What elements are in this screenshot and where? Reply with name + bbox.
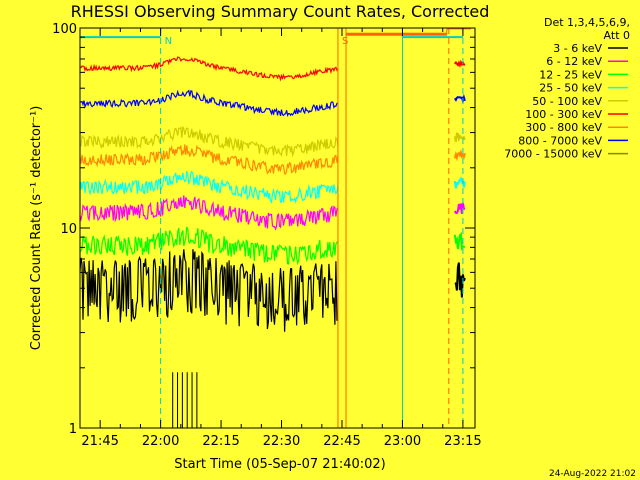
x-tick-label: 23:00 [384, 434, 421, 449]
series-line [79, 195, 339, 231]
legend-label: 6 - 12 keV [546, 55, 602, 68]
legend-label: 100 - 300 keV [525, 108, 602, 121]
series-line [79, 226, 339, 266]
x-axis-ticks: 21:45 22:00 22:15 22:30 22:45 23:00 23:15 [79, 28, 482, 449]
series-line [454, 262, 466, 298]
x-tick-label: 22:30 [263, 434, 300, 449]
series-layer [79, 56, 466, 428]
y-tick-label: 1 [69, 422, 77, 437]
series-line [79, 249, 339, 332]
legend-label: 12 - 25 keV [539, 68, 602, 81]
footer-timestamp: 24-Aug-2022 21:02 [549, 469, 636, 479]
legend-header-line-2: Att 0 [604, 29, 630, 42]
legend-label: 50 - 100 keV [532, 95, 602, 108]
series-line [79, 170, 339, 204]
legend-label: 25 - 50 keV [539, 82, 602, 95]
legend-header-line-1: Det 1,3,4,5,6,9, [544, 16, 630, 29]
legend-label: 3 - 6 keV [553, 42, 602, 55]
plot-frame [79, 27, 476, 429]
y-tick-label: 100 [52, 22, 77, 37]
y-axis-ticks: 1 10 100 [52, 22, 475, 437]
legend-label: 7000 - 15000 keV [504, 148, 602, 161]
legend-label: 300 - 800 keV [525, 121, 602, 134]
legend-label: 800 - 7000 keV [518, 134, 602, 147]
flag-label: S [342, 36, 348, 47]
series-line [453, 132, 466, 143]
x-tick-label: 22:15 [202, 434, 239, 449]
series-line [79, 56, 339, 82]
series-line [453, 231, 466, 252]
x-tick-label: 23:15 [444, 434, 481, 449]
series-line [79, 89, 339, 117]
x-tick-label: 22:00 [142, 434, 179, 449]
series-line [79, 144, 339, 175]
series-line [453, 149, 466, 162]
series-line [453, 202, 466, 215]
chart-title: RHESSI Observing Summary Count Rates, Co… [71, 2, 490, 21]
y-tick-label: 10 [60, 222, 77, 237]
y-axis-label: Corrected Count Rate (s⁻¹ detector⁻¹) [29, 106, 44, 351]
series-line [79, 125, 339, 158]
x-axis-label: Start Time (05-Sep-07 21:40:02) [174, 457, 385, 472]
flag-label: N [165, 36, 172, 47]
x-tick-label: 21:45 [81, 434, 118, 449]
x-tick-label: 22:45 [323, 434, 360, 449]
